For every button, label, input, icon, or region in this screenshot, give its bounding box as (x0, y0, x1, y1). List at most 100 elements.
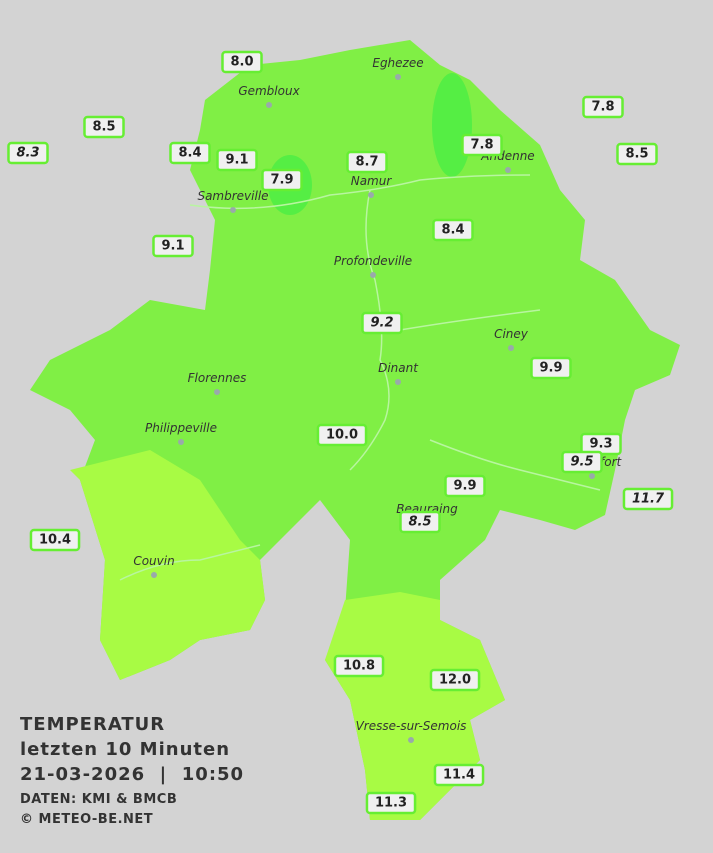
station-label: 9.9 (444, 474, 486, 498)
station-label: 8.5 (616, 142, 658, 166)
station-box (461, 133, 503, 157)
station-value: 8.4 (441, 223, 464, 238)
station-box (433, 763, 485, 787)
station-box (361, 311, 403, 335)
station-label: 8.0 (221, 50, 263, 74)
station-label: 7.8 (461, 133, 503, 157)
town-dot (151, 572, 157, 578)
town-name: Ciney (494, 327, 529, 341)
station-label: 8.4 (169, 141, 211, 165)
station-label: 8.7 (346, 150, 388, 174)
station-box (169, 141, 211, 165)
town-dot (508, 345, 514, 351)
town-dot (370, 272, 376, 278)
station-box (221, 50, 263, 74)
station-label: 12.0 (429, 668, 481, 692)
station-value: 8.4 (178, 146, 201, 161)
station-label: 11.3 (365, 791, 417, 815)
station-box (530, 356, 572, 380)
station-box (582, 95, 624, 119)
station-value: 9.2 (370, 316, 393, 331)
legend-title: TEMPERATUR (20, 714, 165, 735)
station-box (561, 450, 603, 474)
station-box (346, 150, 388, 174)
town-dot (178, 439, 184, 445)
station-label: 9.1 (152, 234, 194, 258)
station-value: 7.8 (470, 138, 493, 153)
town-dot (266, 102, 272, 108)
town-name: Vresse-sur-Semois (356, 719, 467, 733)
town-name: Gembloux (238, 84, 300, 98)
town-dot (395, 74, 401, 80)
station-label: 8.5 (83, 115, 125, 139)
town-dot (214, 389, 220, 395)
station-box (261, 168, 303, 192)
station-value: 7.8 (591, 100, 614, 115)
station-value: 11.3 (375, 796, 407, 811)
station-value: 10.4 (39, 533, 71, 548)
station-box (152, 234, 194, 258)
town-dot (230, 207, 236, 213)
town-name: Eghezee (372, 56, 423, 70)
station-value: 8.5 (625, 147, 648, 162)
station-box (616, 142, 658, 166)
legend-period: letzten 10 Minuten (20, 739, 230, 760)
town-name: Philippeville (145, 421, 217, 435)
station-label: 7.9 (261, 168, 303, 192)
station-label: 9.2 (361, 311, 403, 335)
river (119, 174, 601, 581)
town-name: Sambreville (197, 189, 268, 203)
legend-source: DATEN: KMI & BMCB (20, 792, 177, 807)
station-label: 9.3 (580, 432, 622, 456)
station-label: 11.7 (622, 487, 674, 511)
station-value: 10.8 (343, 659, 375, 674)
station-label: 10.4 (29, 528, 81, 552)
station-box (399, 510, 441, 534)
station-value: 7.9 (270, 173, 293, 188)
town-dot (408, 737, 414, 743)
station-value: 9.5 (570, 455, 593, 470)
station-label: 8.5 (399, 510, 441, 534)
town-dot (505, 167, 511, 173)
station-value: 8.3 (16, 146, 39, 161)
station-box (432, 218, 474, 242)
station-box (365, 791, 417, 815)
town-name: Florennes (188, 371, 247, 385)
station-label: 11.4 (433, 763, 485, 787)
station-box (83, 115, 125, 139)
station-label: 10.0 (316, 423, 368, 447)
station-value: 11.7 (632, 492, 665, 507)
station-value: 8.5 (408, 515, 431, 530)
station-value: 10.0 (326, 428, 358, 443)
station-box (444, 474, 486, 498)
town-dot (589, 473, 595, 479)
station-box (216, 148, 258, 172)
legend-copyright: © METEO-BE.NET (20, 812, 153, 827)
station-value: 11.4 (443, 768, 475, 783)
station-value: 9.9 (453, 479, 476, 494)
warm-zone (325, 592, 505, 820)
station-value: 9.9 (539, 361, 562, 376)
station-box (29, 528, 81, 552)
station-label: 7.8 (582, 95, 624, 119)
station-box (333, 654, 385, 678)
town-dot (395, 379, 401, 385)
station-box (7, 141, 49, 165)
station-label: 9.5 (561, 450, 603, 474)
town-dot (368, 192, 374, 198)
station-label: 8.4 (432, 218, 474, 242)
town-name: Couvin (133, 554, 174, 568)
station-value: 9.3 (589, 437, 612, 452)
station-box (316, 423, 368, 447)
station-value: 12.0 (439, 673, 471, 688)
station-value: 9.1 (161, 239, 184, 254)
station-value: 8.5 (92, 120, 115, 135)
legend-time: 21-03-2026 | 10:50 (20, 764, 244, 785)
station-label: 10.8 (333, 654, 385, 678)
town-name: Profondeville (334, 254, 412, 268)
town-name: Namur (351, 174, 393, 188)
station-value: 8.0 (230, 55, 253, 70)
station-box (429, 668, 481, 692)
station-label: 8.3 (7, 141, 49, 165)
